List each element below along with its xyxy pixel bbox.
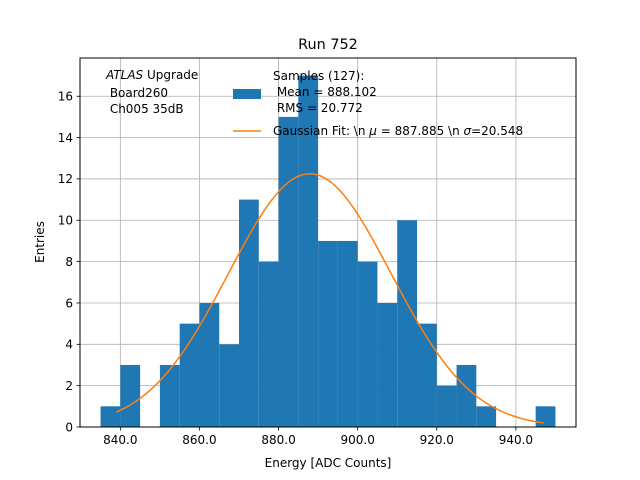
annotation-line-2: Board260 — [106, 86, 168, 100]
histogram-bar — [436, 385, 457, 427]
histogram-bar — [159, 364, 180, 427]
y-tick-label: 10 — [58, 214, 73, 228]
histogram-bar — [318, 240, 338, 427]
histogram-bars — [100, 75, 556, 428]
legend-fit-prefix: Gaussian Fit: \n — [273, 124, 369, 138]
legend-fit-sigma-value: =20.548 — [471, 124, 523, 138]
histogram-bar — [535, 406, 556, 427]
y-tick-label: 12 — [58, 172, 73, 186]
chart-title: Run 752 — [298, 37, 358, 53]
y-tick-label: 0 — [65, 420, 73, 434]
legend-samples-line-2: Mean = 888.102 — [273, 85, 377, 99]
histogram-bar — [476, 406, 497, 427]
histogram-bar — [239, 199, 259, 427]
y-tick-label: 16 — [58, 90, 73, 104]
fit-layer — [116, 173, 544, 424]
legend: Samples (127): Mean = 888.102 RMS = 20.7… — [233, 69, 523, 138]
histogram-bar — [456, 364, 477, 427]
histogram-bar — [278, 116, 299, 428]
axis-ticks: 840.0 860.0 880.0 900.0 920.0 940.0 0 2 4 6 8 10 12 1… — [58, 90, 533, 447]
histogram-bar — [120, 364, 141, 427]
histogram-bar — [397, 220, 417, 427]
legend-fit-mu-value: = 887.885 \n — [377, 124, 464, 138]
histogram-bar — [298, 75, 319, 428]
x-tick-label: 920.0 — [420, 433, 454, 447]
y-tick-label: 8 — [65, 255, 73, 269]
y-tick-label: 14 — [58, 131, 73, 145]
x-tick-label: 880.0 — [261, 433, 295, 447]
legend-samples-line-1: Samples (127): — [273, 69, 364, 83]
histogram-bar — [219, 344, 240, 427]
gaussian-fit-curve — [116, 173, 544, 424]
annotation-line-3: Ch005 35dB — [106, 102, 184, 116]
legend-samples-patch — [233, 89, 261, 99]
histogram-bar — [179, 323, 200, 427]
histogram-bar — [337, 240, 358, 427]
legend-samples-line-3: RMS = 20.772 — [273, 101, 363, 115]
x-tick-label: 940.0 — [499, 433, 533, 447]
histogram-bar — [416, 323, 437, 427]
histogram-bar — [377, 302, 398, 427]
x-axis-label: Energy [ADC Counts] — [265, 456, 392, 470]
y-tick-label: 6 — [65, 296, 73, 310]
x-tick-label: 900.0 — [340, 433, 374, 447]
x-tick-label: 840.0 — [103, 433, 137, 447]
histogram-bar — [100, 406, 121, 427]
legend-fit-label: Gaussian Fit: \n μ = 887.885 \n σ=20.548 — [273, 124, 523, 138]
plot-frame — [79, 57, 577, 428]
x-tick-label: 860.0 — [182, 433, 216, 447]
histogram-bar — [199, 302, 220, 427]
histogram-bar — [258, 261, 279, 427]
annotation: ATLAS Upgrade Board260 Ch005 35dB — [105, 68, 198, 116]
legend-fit-mu: μ — [368, 124, 377, 138]
annotation-line-1: ATLAS Upgrade — [105, 68, 198, 82]
histogram-bar — [357, 261, 378, 427]
y-tick-label: 2 — [65, 379, 73, 393]
legend-fit-sigma: σ — [464, 124, 472, 138]
annotation-atlas: ATLAS — [105, 68, 144, 82]
annotation-upgrade: Upgrade — [143, 68, 198, 82]
y-tick-label: 4 — [65, 338, 73, 352]
y-axis-label: Entries — [33, 221, 47, 263]
